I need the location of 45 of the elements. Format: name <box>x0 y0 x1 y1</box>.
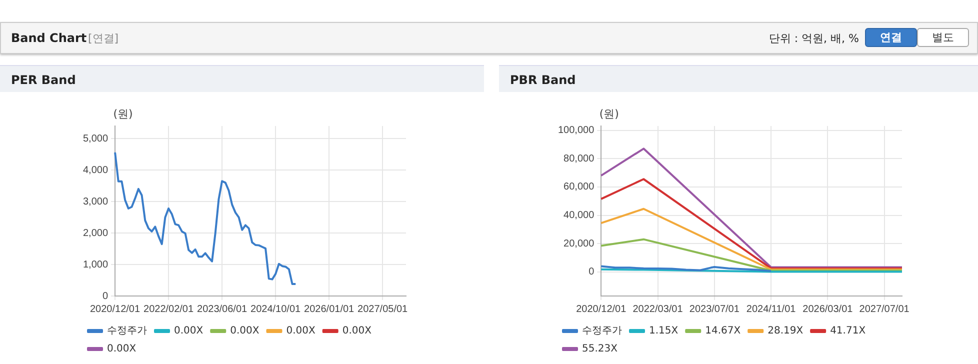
y-axis-title: (원) <box>599 107 619 120</box>
y-axis-title: (원) <box>113 107 133 120</box>
legend-label: 수정주가 <box>582 326 622 337</box>
y-tick-label: 0 <box>102 290 108 302</box>
x-tick-label: 2027/05/01 <box>358 304 408 315</box>
chart-title: PER Band <box>0 65 484 92</box>
text: Band Chart <box>11 31 87 45</box>
x-tick-label: 2024/10/01 <box>250 304 302 315</box>
text: 연결 <box>865 28 917 47</box>
x-tick-label: 2023/07/01 <box>689 304 740 315</box>
legend-label: 55.23X <box>582 344 618 355</box>
legend-label: 28.19X <box>768 326 804 337</box>
x-tick-label: 2020/12/01 <box>90 304 140 315</box>
x-tick-label: 2022/03/01 <box>632 304 684 315</box>
legend-label: 0.00X <box>342 326 372 337</box>
x-tick-label: 2023/06/01 <box>197 304 248 315</box>
chart-title: PBR Band <box>499 65 978 92</box>
legend-label: 0.00X <box>107 344 136 355</box>
y-tick-label: 100,000 <box>558 125 595 136</box>
legend-label: 0.00X <box>286 326 316 337</box>
x-tick-label: 2024/11/01 <box>746 304 796 315</box>
text: 별도 <box>917 28 969 47</box>
x-tick-label: 2027/07/01 <box>859 304 910 315</box>
y-tick-label: 60,000 <box>564 182 595 193</box>
y-tick-label: 40,000 <box>564 210 595 221</box>
legend-label: 41.71X <box>830 326 866 337</box>
text: [연결] <box>88 31 119 46</box>
legend-label: 0.00X <box>230 326 260 337</box>
y-tick-label: 0 <box>588 266 595 278</box>
y-tick-label: 4,000 <box>82 164 108 176</box>
legend-label: 14.67X <box>705 326 741 337</box>
y-tick-label: 3,000 <box>82 196 108 208</box>
y-tick-label: 80,000 <box>564 153 595 164</box>
legend-label: 0.00X <box>174 326 204 337</box>
legend-label: 1.15X <box>649 326 678 337</box>
y-tick-label: 20,000 <box>564 238 595 250</box>
y-tick-label: 5,000 <box>82 133 108 144</box>
x-tick-label: 2026/01/01 <box>304 304 355 315</box>
x-tick-label: 2020/12/01 <box>576 304 627 315</box>
y-tick-label: 2,000 <box>82 228 108 239</box>
y-tick-label: 1,000 <box>82 259 108 270</box>
legend-label: 수정주가 <box>107 326 147 337</box>
text: 단위 : 억원, 배, % <box>768 31 859 46</box>
x-tick-label: 2022/02/01 <box>144 304 194 315</box>
x-tick-label: 2026/03/01 <box>802 304 854 315</box>
